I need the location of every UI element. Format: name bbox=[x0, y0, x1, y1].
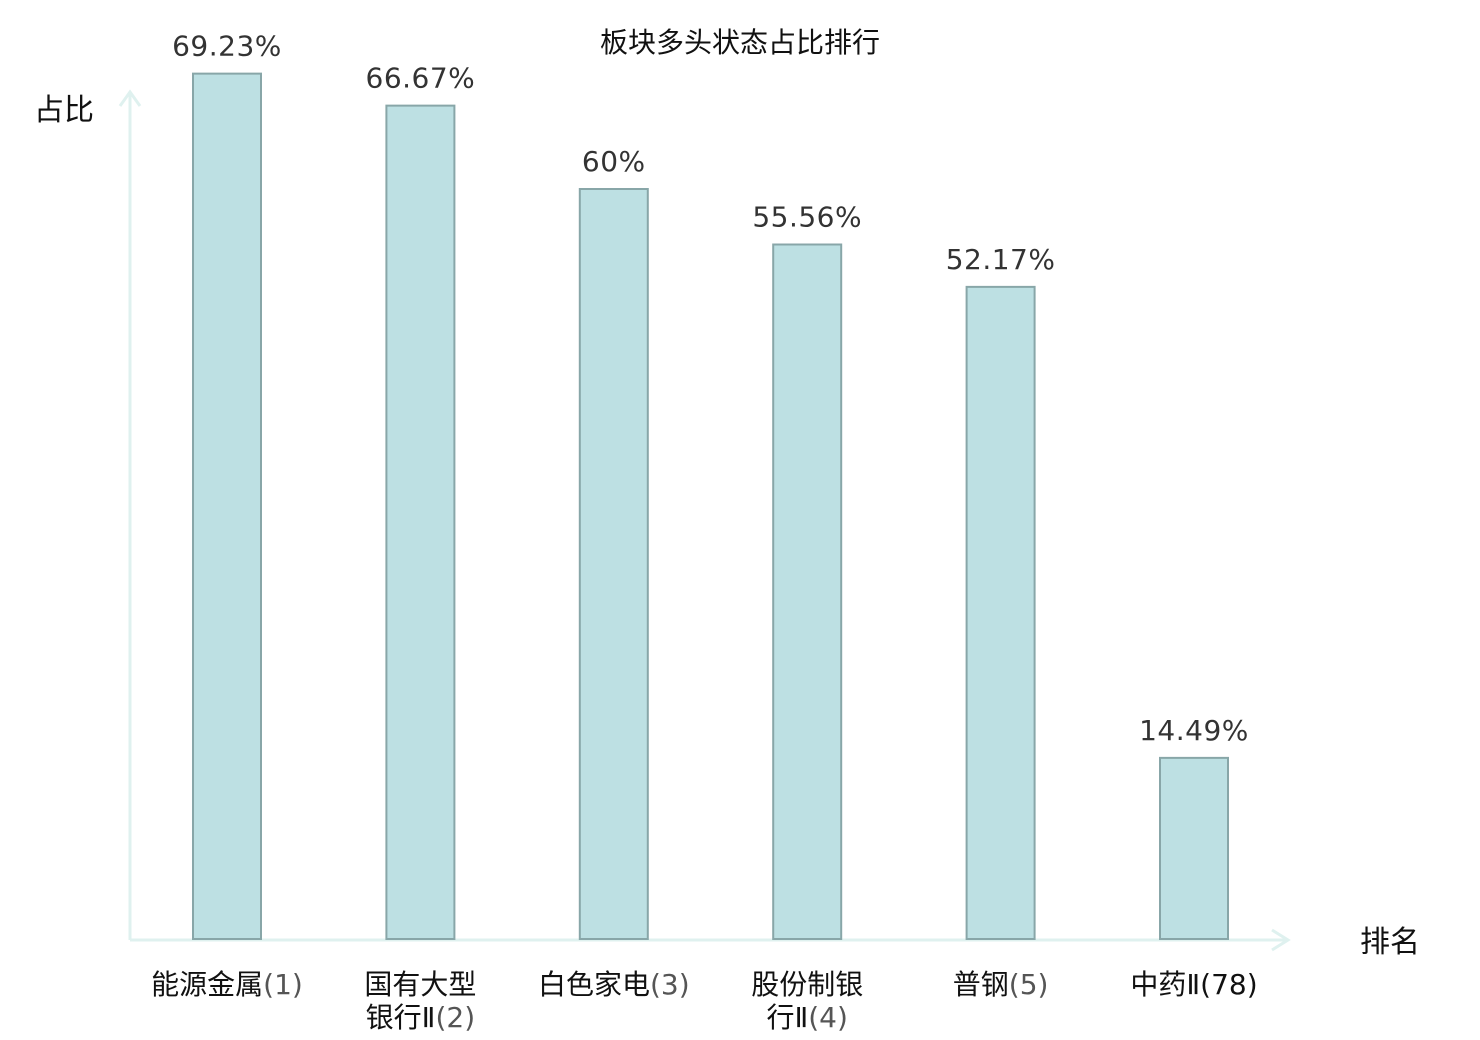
category-label-4: 股份制银行Ⅱ(4) bbox=[751, 968, 863, 1034]
bar-6 bbox=[1159, 756, 1229, 940]
y-axis-label: 占比 bbox=[34, 93, 94, 128]
bars-group bbox=[192, 72, 1229, 940]
value-label-5: 52.17% bbox=[946, 243, 1056, 276]
value-label-1: 69.23% bbox=[172, 30, 282, 63]
y-axis-arrow-icon bbox=[118, 89, 142, 107]
category-label-1: 能源金属(1) bbox=[151, 968, 303, 1001]
bar-4 bbox=[772, 243, 843, 940]
category-label-5: 普钢(5) bbox=[953, 968, 1049, 1001]
x-axis-label: 排名 bbox=[1360, 925, 1420, 960]
category-label-3: 白色家电(3) bbox=[538, 968, 690, 1001]
category-label-2: 国有大型银行Ⅱ(2) bbox=[364, 968, 476, 1034]
bar-1 bbox=[192, 72, 262, 940]
value-label-6: 14.49% bbox=[1139, 714, 1249, 747]
bar-5 bbox=[965, 285, 1036, 940]
value-label-3: 60% bbox=[582, 145, 646, 178]
value-labels-group: 69.23% 66.67% 60% 55.56% 52.17% 14.49% bbox=[172, 30, 1249, 747]
value-label-2: 66.67% bbox=[366, 62, 476, 95]
bar-2 bbox=[385, 104, 456, 940]
category-labels-group: 能源金属(1) 国有大型银行Ⅱ(2) 白色家电(3) 股份制银行Ⅱ(4) 普钢(5) 中药… bbox=[151, 968, 1257, 1034]
category-label-6: 中药Ⅱ(78) bbox=[1130, 968, 1257, 1001]
chart-title: 板块多头状态占比排行 bbox=[600, 26, 880, 59]
x-axis-arrow-icon bbox=[1271, 928, 1291, 952]
value-label-4: 55.56% bbox=[752, 201, 862, 234]
bar-3 bbox=[578, 188, 649, 940]
